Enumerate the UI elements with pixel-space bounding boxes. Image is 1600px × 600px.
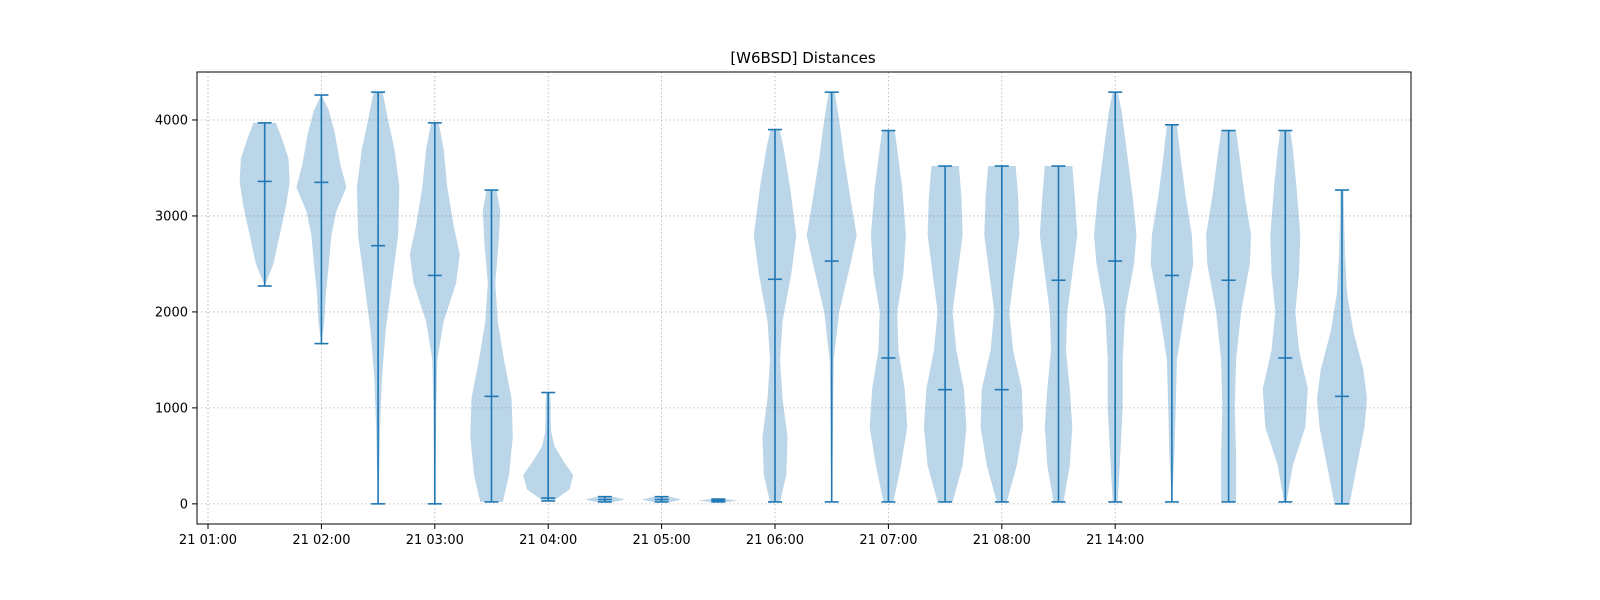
y-tick-label: 1000 (155, 401, 188, 416)
violin-7 (584, 495, 625, 503)
violin-20 (1317, 189, 1367, 505)
violin-17 (1150, 123, 1194, 503)
x-tick-label: 21 01:00 (179, 533, 237, 548)
violin-layer (239, 91, 1367, 505)
x-tick-label: 21 14:00 (1086, 533, 1144, 548)
chart-title: [W6BSD] Distances (730, 49, 876, 67)
violin-1 (239, 122, 290, 287)
x-tick-label: 21 08:00 (973, 533, 1031, 548)
violin-10 (753, 128, 797, 503)
violin-9 (698, 498, 739, 503)
x-tick-label: 21 02:00 (292, 533, 350, 548)
x-tick-label: 21 06:00 (746, 533, 804, 548)
violin-18 (1206, 129, 1252, 503)
axis-layer: 0 1000 2000 3000 4000 21 01:00 21 02:00 21 03:0… (155, 113, 1144, 548)
violin-19 (1262, 129, 1308, 503)
violin-14 (980, 165, 1024, 503)
violin-12 (869, 129, 908, 503)
x-tick-label: 21 05:00 (633, 533, 691, 548)
violin-13 (923, 165, 967, 503)
y-tick-label: 2000 (155, 305, 188, 320)
plot-frame (196, 71, 1412, 525)
x-tick-label: 21 03:00 (406, 533, 464, 548)
violin-15 (1039, 165, 1078, 503)
x-tick-label: 21 04:00 (519, 533, 577, 548)
y-tick-label: 0 (180, 497, 188, 512)
violin-11 (806, 91, 857, 503)
violin-2 (296, 94, 347, 345)
violin-5 (470, 189, 513, 503)
violin-16 (1094, 91, 1137, 503)
violin-8 (641, 495, 682, 503)
violin-6 (523, 391, 574, 502)
x-tick-label: 21 07:00 (859, 533, 917, 548)
y-tick-label: 3000 (155, 209, 188, 224)
violin-4 (409, 122, 460, 505)
violin-3 (356, 91, 400, 505)
y-tick-label: 4000 (155, 113, 188, 128)
